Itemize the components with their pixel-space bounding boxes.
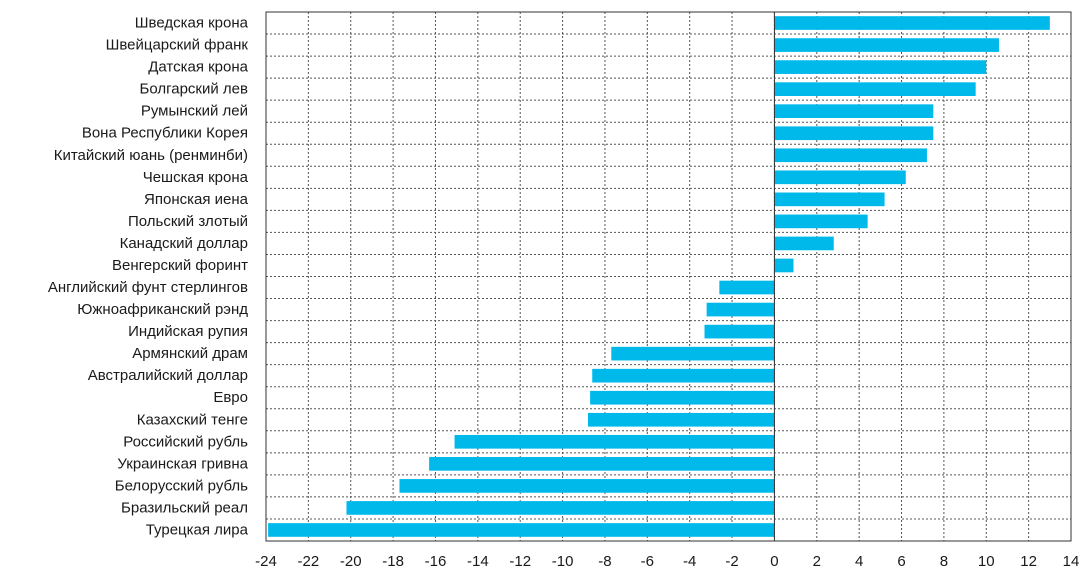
category-label: Австралийский доллар: [88, 367, 248, 384]
x-tick-label: -16: [425, 553, 447, 570]
category-label: Вона Республики Корея: [82, 125, 248, 142]
bar: [346, 501, 775, 515]
category-label: Евро: [213, 389, 248, 406]
category-label: Болгарский лев: [140, 81, 249, 98]
bar: [719, 280, 775, 295]
category-label: Южноафриканский рэнд: [77, 301, 248, 318]
x-tick-label: -12: [509, 553, 531, 570]
category-label: Польский злотый: [128, 213, 248, 230]
category-label: Чешская крона: [143, 169, 249, 186]
bar: [774, 258, 794, 273]
x-tick-label: 4: [855, 553, 863, 570]
x-tick-label: -20: [340, 553, 362, 570]
bar: [774, 192, 885, 207]
plot-frame: [265, 11, 1072, 542]
x-tick-label: 12: [1020, 553, 1037, 570]
x-tick-label: -6: [641, 553, 654, 570]
category-label: Индийская рупия: [128, 323, 248, 340]
bar: [774, 38, 999, 52]
x-tick-label: -22: [298, 553, 320, 570]
bar: [454, 434, 775, 449]
bar: [774, 126, 934, 141]
bar: [429, 457, 775, 471]
category-label: Шведская крона: [135, 15, 249, 32]
bar: [592, 368, 775, 383]
category-label: Канадский доллар: [120, 235, 248, 252]
x-tick-label: -8: [598, 553, 611, 570]
bar: [774, 82, 976, 96]
bar: [588, 412, 775, 427]
bar: [611, 346, 775, 361]
bar: [774, 148, 927, 163]
bar: [774, 16, 1050, 30]
category-label: Российский рубль: [123, 433, 248, 450]
bar: [706, 302, 775, 317]
bar: [774, 236, 834, 251]
x-tick-label: 2: [813, 553, 821, 570]
bar: [774, 60, 987, 74]
category-label: Венгерский форинт: [112, 257, 248, 274]
category-label: Китайский юань (ренминби): [54, 147, 248, 164]
x-tick-label: 0: [770, 553, 778, 570]
category-label: Швейцарский франк: [106, 37, 249, 54]
x-tick-label: -24: [255, 553, 277, 570]
bars: [268, 16, 1050, 537]
bar: [590, 390, 775, 405]
category-label: Украинская гривна: [117, 455, 248, 472]
category-label: Японская иена: [144, 191, 249, 208]
category-label: Казахский тенге: [137, 411, 248, 428]
x-tick-label: -10: [552, 553, 574, 570]
bar: [268, 523, 775, 537]
category-label: Английский фунт стерлингов: [48, 279, 248, 296]
category-label: Белорусский рубль: [115, 477, 248, 494]
bar: [774, 170, 906, 185]
category-label: Бразильский реал: [121, 499, 248, 516]
category-label: Армянский драм: [132, 345, 248, 362]
x-tick-label: 10: [978, 553, 995, 570]
x-tick-label: -4: [683, 553, 696, 570]
category-label: Турецкая лира: [146, 521, 249, 538]
x-tick-label: -2: [725, 553, 738, 570]
category-labels: Шведская крона Швейцарский франк Датская к…: [48, 15, 249, 539]
category-label: Румынский лей: [141, 103, 248, 120]
x-tick-label: 6: [897, 553, 905, 570]
category-label: Датская крона: [148, 59, 248, 76]
x-tick-label: -18: [382, 553, 404, 570]
x-tick-label: 14: [1063, 553, 1080, 570]
bar: [774, 214, 868, 229]
bar: [774, 104, 934, 119]
axes: [265, 11, 1072, 542]
x-tick-label: -14: [467, 553, 489, 570]
x-tick-labels: -24 -22 -20 -18 -16 -14 -12 -10 -8 -6 -4 -2 0 2 4 6 8 10 1…: [255, 553, 1079, 570]
bar: [399, 479, 775, 493]
x-tick-label: 8: [940, 553, 948, 570]
bar: [704, 324, 775, 339]
